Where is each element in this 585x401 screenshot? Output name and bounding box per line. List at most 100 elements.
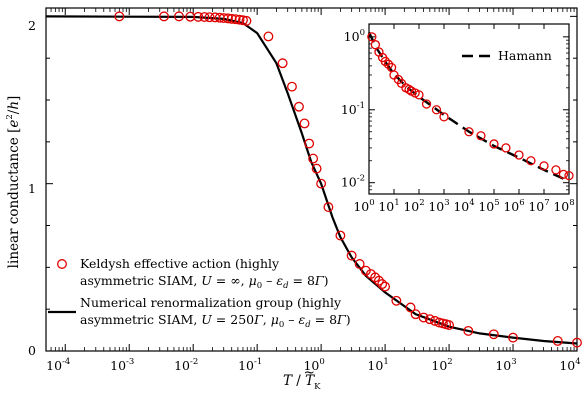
inset-y-tick-labels: 100 10-1 10-2 bbox=[341, 28, 365, 190]
legend-nrg-line2: asymmetric SIAM, U = 250Γ, μ0 – εd = 8Γ) bbox=[80, 312, 351, 330]
inset-x-tick-label: 108 bbox=[553, 198, 574, 214]
inset-y-tick-label: 10-1 bbox=[341, 101, 365, 117]
keldysh-data-point bbox=[463, 325, 474, 336]
keldysh-data-point bbox=[226, 13, 237, 24]
inset-keldysh-data-point bbox=[558, 169, 569, 180]
keldysh-data-point bbox=[234, 14, 245, 25]
keldysh-data-point bbox=[410, 309, 421, 320]
keldysh-data-point bbox=[380, 281, 391, 292]
x-tick-label: 101 bbox=[367, 357, 388, 373]
keldysh-data-point bbox=[572, 337, 582, 348]
y-tick-label-1: 1 bbox=[28, 181, 36, 196]
inset-keldysh-data-point bbox=[501, 143, 511, 153]
y-tick-label-0: 0 bbox=[28, 343, 36, 358]
main-y-tick-labels: 0 1 2 bbox=[28, 18, 36, 358]
keldysh-data-point bbox=[299, 118, 310, 129]
inset-x-tick-label: 102 bbox=[403, 198, 424, 214]
keldysh-series-markers bbox=[114, 11, 582, 348]
inset-x-tick-label: 104 bbox=[453, 198, 474, 214]
main-axis-ticks bbox=[45, 8, 578, 352]
keldysh-data-point bbox=[552, 336, 563, 346]
keldysh-data-point bbox=[405, 302, 416, 313]
keldysh-data-point bbox=[354, 259, 365, 269]
inset-keldysh-data-point bbox=[551, 165, 561, 175]
keldysh-data-point bbox=[508, 332, 518, 343]
x-tick-label: 103 bbox=[495, 357, 516, 373]
x-tick-label: 10-3 bbox=[110, 357, 134, 373]
inset-y-tick-label: 10-2 bbox=[341, 174, 365, 190]
legend-keldysh-line2: asymmetric SIAM, U = ∞, μ0 – εd = 8Γ) bbox=[80, 273, 328, 291]
keldysh-data-point bbox=[174, 11, 184, 22]
x-tick-label: 10-2 bbox=[174, 357, 198, 373]
keldysh-data-point bbox=[238, 15, 248, 26]
keldysh-data-point bbox=[223, 13, 233, 24]
inset-x-tick-label: 107 bbox=[528, 198, 549, 214]
keldysh-data-point bbox=[335, 230, 346, 241]
keldysh-data-point bbox=[293, 101, 304, 112]
svg-text:T / TK: T / TK bbox=[283, 373, 321, 392]
keldysh-data-point bbox=[263, 31, 274, 42]
inset-keldysh-data-point bbox=[370, 40, 381, 50]
inset-keldysh-data-point bbox=[539, 161, 549, 171]
inset-keldysh-data-point bbox=[464, 127, 474, 137]
keldysh-data-point bbox=[391, 295, 402, 306]
y-tick-label-2: 2 bbox=[28, 18, 36, 33]
inset-plot: 100 101 102 103 104 105 106 107 108 10010-110-2 … bbox=[341, 23, 575, 214]
keldysh-data-point bbox=[308, 153, 319, 164]
keldysh-data-point bbox=[373, 275, 384, 286]
keldysh-data-point bbox=[323, 202, 334, 213]
keldysh-data-point bbox=[199, 12, 210, 22]
legend-nrg-line1: Numerical renormalization group (highly bbox=[80, 295, 342, 310]
keldysh-data-point bbox=[434, 317, 445, 328]
keldysh-data-point bbox=[159, 11, 169, 22]
keldysh-data-point bbox=[230, 14, 241, 25]
keldysh-data-point bbox=[488, 329, 499, 340]
inset-x-tick-label: 106 bbox=[503, 198, 524, 214]
keldysh-data-point bbox=[241, 15, 252, 26]
inset-keldysh-data-point bbox=[421, 99, 432, 109]
main-legend: Keldysh effective action (highly asymmet… bbox=[48, 256, 351, 330]
inset-x-tick-label: 101 bbox=[378, 198, 399, 214]
legend-keldysh-marker bbox=[57, 259, 67, 269]
inset-x-tick-labels: 100 101 102 103 104 105 106 107 108 bbox=[353, 198, 574, 214]
keldysh-data-point bbox=[114, 11, 125, 22]
keldysh-data-point bbox=[311, 163, 322, 174]
hamann-series-line bbox=[367, 31, 570, 183]
keldysh-data-point bbox=[287, 81, 297, 92]
keldysh-data-point bbox=[277, 58, 288, 69]
keldysh-data-point bbox=[360, 265, 371, 276]
x-axis-title-tilde: ~ bbox=[304, 365, 315, 381]
inset-background bbox=[369, 24, 569, 194]
keldysh-data-point bbox=[316, 178, 327, 189]
inset-keldysh-data-point bbox=[514, 150, 524, 160]
y-axis-title: linear conductance [e2/h] bbox=[5, 96, 22, 269]
keldysh-data-point bbox=[304, 138, 315, 149]
inset-keldysh-data-point bbox=[476, 131, 486, 141]
legend-keldysh-line1: Keldysh effective action (highly bbox=[80, 256, 280, 271]
inset-axis-ticks bbox=[368, 24, 570, 195]
inset-keldysh-data-point bbox=[367, 32, 377, 42]
inset-keldysh-data-point bbox=[431, 105, 442, 115]
keldysh-data-point bbox=[204, 12, 215, 23]
keldysh-data-point bbox=[193, 11, 204, 22]
inset-x-tick-label: 103 bbox=[428, 198, 449, 214]
inset-keldysh-data-point bbox=[383, 59, 394, 69]
legend-hamann-label: Hamann bbox=[498, 48, 552, 63]
inset-keldysh-markers bbox=[367, 32, 574, 181]
x-axis-title: T / TK ~ bbox=[283, 365, 321, 392]
x-tick-label: 104 bbox=[559, 357, 580, 373]
inset-x-tick-label: 105 bbox=[478, 198, 499, 214]
x-tick-label: 10-1 bbox=[238, 357, 262, 373]
inset-x-tick-label: 100 bbox=[353, 198, 374, 214]
nrg-series-line bbox=[45, 15, 578, 345]
inset-y-tick-label: 100 bbox=[344, 28, 365, 44]
keldysh-data-point bbox=[418, 312, 429, 323]
keldysh-data-point bbox=[424, 314, 435, 325]
inset-keldysh-data-point bbox=[439, 112, 449, 122]
keldysh-data-point bbox=[346, 250, 357, 261]
keldysh-data-point bbox=[444, 320, 455, 331]
x-tick-label: 102 bbox=[431, 357, 452, 373]
keldysh-data-point bbox=[377, 279, 388, 290]
inset-keldysh-data-point bbox=[489, 139, 499, 149]
